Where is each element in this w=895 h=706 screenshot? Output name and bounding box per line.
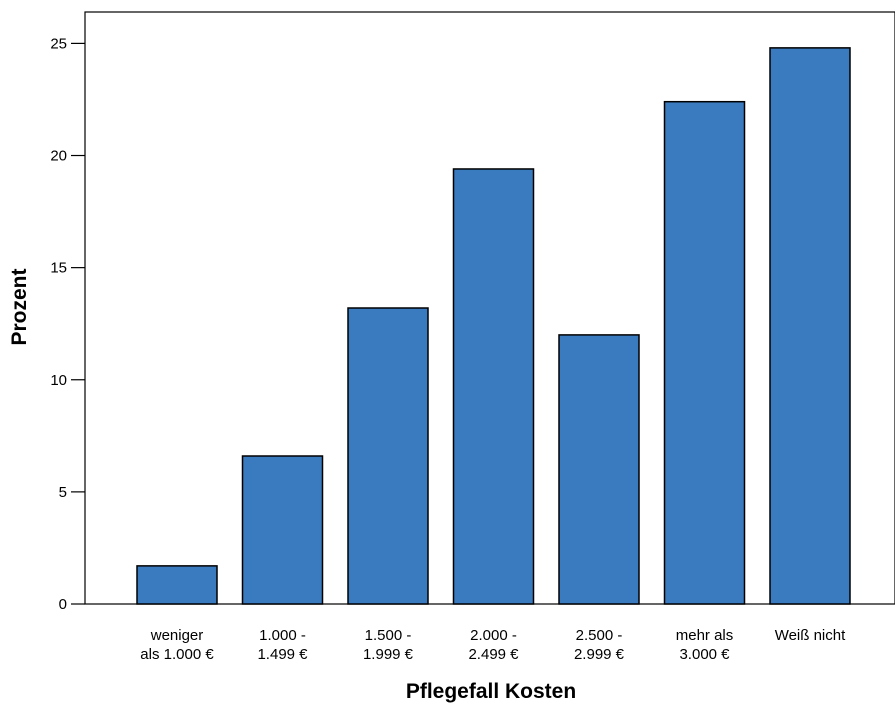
bar-1 [241,455,324,605]
bar-6 [769,47,851,605]
x-tick-label: 1.500 -1.999 € [363,627,414,663]
y-tick-label: 25 [50,35,67,52]
x-tick-label: Weiß nicht [775,627,846,644]
x-axis-ticks: weniger als 1.000 € 1.000 -1.499 € 1.500 -1… [140,627,846,663]
y-tick-label: 0 [59,596,67,613]
bar-2 [347,307,429,605]
y-tick-label: 20 [50,148,67,165]
x-tick-label: 1.000 -1.499 € [257,627,308,663]
x-tick-label: 2.000 -2.499 € [468,627,519,663]
x-tick-label: mehr als 3.000 € [676,627,734,663]
y-tick-label: 5 [59,484,67,501]
y-axis-title: Prozent [8,268,31,345]
y-axis-ticks: 0 5 10 15 20 25 [50,35,85,613]
x-axis-title: Pflegefall Kosten [406,680,576,703]
bar-4 [558,334,640,605]
x-tick-label: 2.500 -2.999 € [574,627,625,663]
y-tick-label: 15 [50,260,67,277]
y-tick-label: 10 [50,372,67,389]
bars-group [136,47,851,605]
bar-3 [452,168,535,605]
bar-0 [136,565,218,605]
x-tick-label: weniger als 1.000 € [140,627,214,663]
bar-5 [663,100,746,605]
